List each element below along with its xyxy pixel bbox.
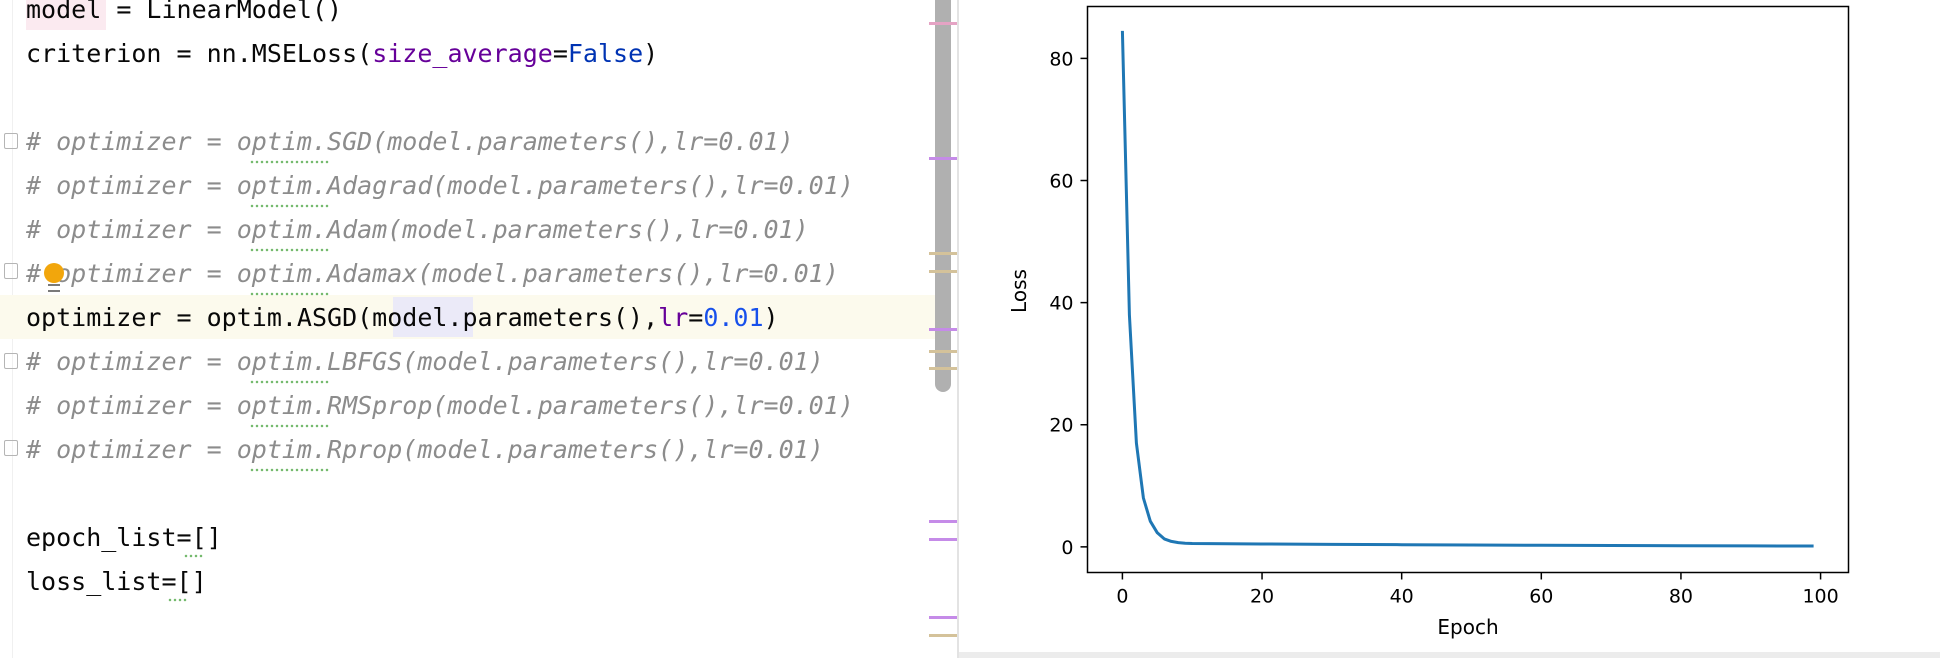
x-tick-label: 20 — [1250, 586, 1274, 608]
code-token: = — [688, 303, 704, 332]
code-token: ) — [763, 303, 779, 332]
error-stripe-marker[interactable] — [929, 252, 957, 255]
fold-icon[interactable] — [4, 440, 18, 456]
code-line[interactable]: loss_list=[] — [26, 560, 207, 604]
code-line[interactable]: # optimizer = optim.SGD(model.parameters… — [26, 120, 794, 164]
x-tick-label: 60 — [1529, 586, 1553, 608]
x-tick-label: 100 — [1802, 586, 1838, 608]
error-stripe-marker[interactable] — [929, 520, 957, 523]
y-axis-label: Loss — [1007, 269, 1031, 313]
code-token: # optimizer = optim.SGD(model.parameters… — [26, 127, 794, 156]
error-stripe-marker[interactable] — [929, 350, 957, 353]
code-token: # optimizer = optim.Rprop(model.paramete… — [26, 435, 824, 464]
code-token: size_average — [372, 39, 553, 68]
code-token: = LinearModel() — [101, 0, 343, 24]
pane-divider[interactable] — [957, 0, 959, 658]
x-tick-label: 0 — [1116, 586, 1128, 608]
fold-icon[interactable] — [4, 133, 18, 149]
code-token: criterion = nn.MSELoss( — [26, 39, 373, 68]
pane-bottom-edge — [959, 652, 1940, 658]
code-token: loss_list=[] — [26, 567, 207, 596]
fold-icon[interactable] — [4, 263, 18, 279]
code-line[interactable]: criterion = nn.MSELoss(size_average=Fals… — [26, 32, 658, 76]
typo-squiggle — [250, 380, 330, 384]
x-tick-label: 40 — [1390, 586, 1414, 608]
code-token: # optimizer = optim.Adamax(model.paramet… — [26, 259, 839, 288]
lightbulb-base — [48, 284, 60, 292]
code-line[interactable]: optimizer = optim.ASGD(model.parameters(… — [26, 296, 779, 340]
code-token: ) — [643, 39, 659, 68]
y-axis: 0 20 40 60 80 — [1049, 48, 1088, 559]
identifier-highlight — [26, 0, 106, 30]
error-stripe-marker[interactable] — [929, 270, 957, 273]
typo-squiggle — [250, 424, 330, 428]
error-stripe-marker[interactable] — [929, 328, 957, 331]
code-token: # optimizer = optim.RMSprop(model.parame… — [26, 391, 854, 420]
error-stripe-marker[interactable] — [929, 538, 957, 541]
code-token: epoch_list=[] — [26, 523, 222, 552]
x-axis: 0 20 40 60 80 100 — [1116, 572, 1839, 608]
code-token: # optimizer = optim.Adagrad(model.parame… — [26, 171, 854, 200]
typo-squiggle — [168, 598, 188, 602]
y-tick-label: 20 — [1049, 415, 1073, 437]
fold-icon[interactable] — [4, 353, 18, 369]
code-token: # optimizer = optim.Adam(model.parameter… — [26, 215, 809, 244]
x-tick-label: 80 — [1669, 586, 1693, 608]
code-token: 0.01 — [703, 303, 764, 332]
x-axis-label: Epoch — [1437, 615, 1498, 639]
typo-squiggle — [250, 204, 330, 208]
error-stripe-marker[interactable] — [929, 157, 957, 160]
typo-squiggle — [250, 160, 330, 164]
code-line[interactable]: # optimizer = optim.RMSprop(model.parame… — [26, 384, 854, 428]
code-token: = — [552, 39, 568, 68]
code-token: optimizer = optim.ASGD(model.parameters(… — [26, 303, 659, 332]
typo-squiggle — [250, 292, 330, 296]
code-line[interactable]: # optimizer = optim.Adam(model.parameter… — [26, 208, 809, 252]
error-stripe-marker[interactable] — [929, 367, 957, 370]
code-token: False — [567, 39, 644, 68]
code-line[interactable]: # optimizer = optim.Adamax(model.paramet… — [26, 252, 839, 296]
error-stripe-marker[interactable] — [929, 634, 957, 637]
code-token: lr — [658, 303, 689, 332]
error-stripe-marker[interactable] — [929, 22, 957, 25]
plot-frame — [1086, 5, 1850, 574]
code-token: # optimizer = optim.LBFGS(model.paramete… — [26, 347, 824, 376]
loss-series-line — [1120, 30, 1814, 548]
plot-viewer: 0 20 40 60 80 100 0 20 40 60 80 Epoch Loss — [959, 0, 1940, 658]
error-stripe-marker[interactable] — [929, 616, 957, 619]
code-line[interactable]: model = LinearModel() — [26, 0, 342, 32]
identifier-highlight — [393, 297, 473, 337]
vertical-scrollbar-thumb[interactable] — [935, 0, 951, 392]
y-tick-label: 60 — [1049, 171, 1073, 193]
y-tick-label: 0 — [1061, 537, 1073, 559]
loss-chart: 0 20 40 60 80 100 0 20 40 60 80 Epoch Loss — [1007, 5, 1850, 639]
code-editor[interactable]: model = LinearModel() criterion = nn.MSEL… — [0, 0, 958, 658]
code-line[interactable]: # optimizer = optim.Rprop(model.paramete… — [26, 428, 824, 472]
typo-squiggle — [250, 468, 330, 472]
y-tick-label: 80 — [1049, 48, 1073, 70]
code-line[interactable]: epoch_list=[] — [26, 516, 222, 560]
typo-squiggle — [250, 248, 330, 252]
lightbulb-icon[interactable] — [44, 263, 64, 283]
code-token: model — [26, 0, 102, 24]
typo-squiggle — [184, 554, 204, 558]
code-line[interactable]: # optimizer = optim.Adagrad(model.parame… — [26, 164, 854, 208]
code-line[interactable]: # optimizer = optim.LBFGS(model.paramete… — [26, 340, 824, 384]
y-tick-label: 40 — [1049, 293, 1073, 315]
